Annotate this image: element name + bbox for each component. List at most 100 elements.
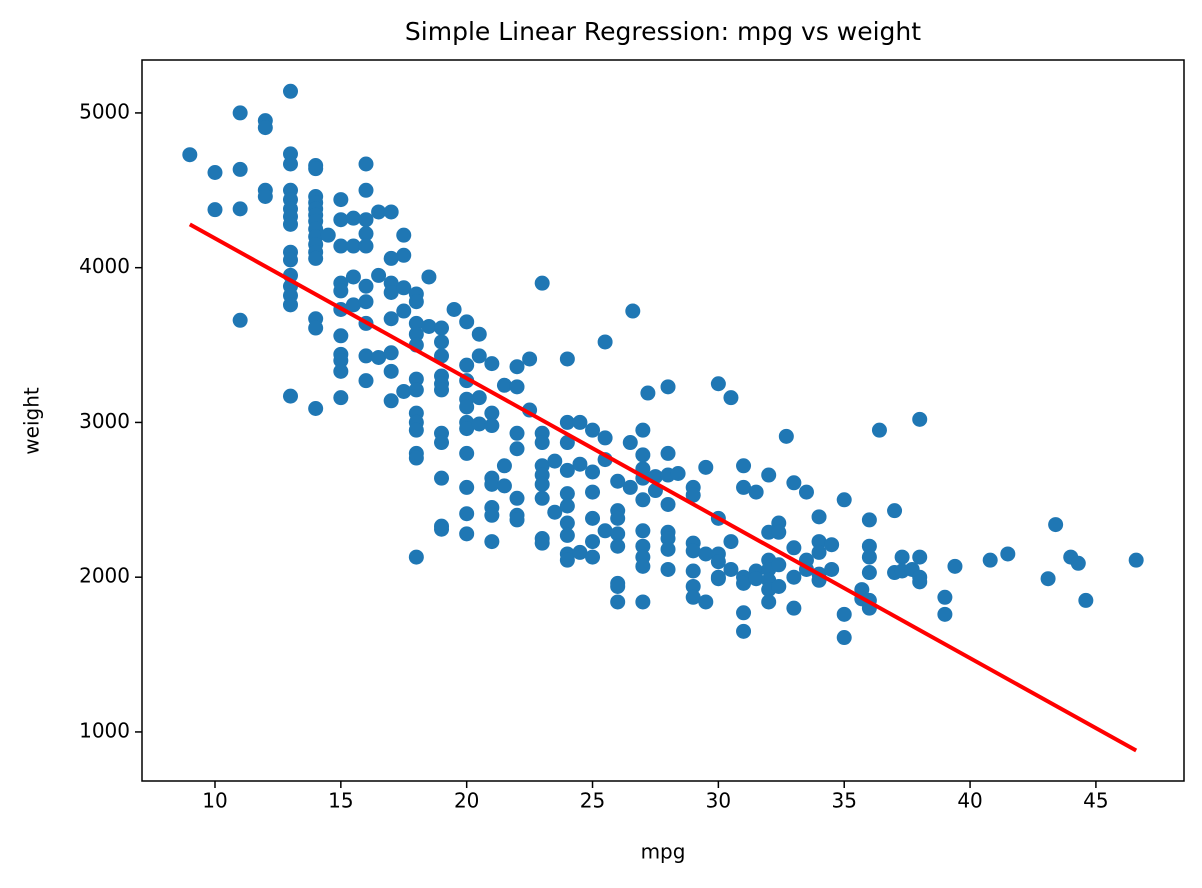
point [660,561,676,577]
point [635,492,651,508]
point [786,600,802,616]
point [408,382,424,398]
point [761,467,777,483]
point [912,411,928,427]
point [572,456,588,472]
point [597,523,613,539]
point [811,544,827,560]
point [358,348,374,364]
point [786,475,802,491]
point [396,303,412,319]
point [257,188,273,204]
point [1048,517,1064,533]
point [771,524,787,540]
point [308,161,324,177]
point [912,574,928,590]
point [585,422,601,438]
plot-frame [141,59,1185,782]
point [358,212,374,228]
point [282,297,298,313]
point [358,278,374,294]
point [698,546,714,562]
x-tick-label: 25 [580,789,605,813]
y-tick-label: 5000 [79,99,130,123]
point [471,348,487,364]
point [408,315,424,331]
point [383,363,399,379]
point [685,487,701,503]
point [308,320,324,336]
point [345,297,361,313]
point [182,147,198,163]
point [572,544,588,560]
point [798,484,814,500]
point [547,453,563,469]
point [912,549,928,565]
point [434,334,450,350]
point [333,283,349,299]
point [333,390,349,406]
point [748,571,764,587]
point [408,422,424,438]
x-axis-label: mpg [641,840,686,864]
point [635,447,651,463]
point [484,476,500,492]
point [434,382,450,398]
point [484,418,500,434]
point [383,345,399,361]
point [509,425,525,441]
point [396,280,412,296]
point [572,414,588,430]
point [778,428,794,444]
point [597,334,613,350]
point [736,575,752,591]
point [861,512,877,528]
point [698,459,714,475]
point [345,269,361,285]
point [771,578,787,594]
point [811,509,827,525]
point [459,314,475,330]
point [824,537,840,553]
point [710,554,726,570]
point [408,294,424,310]
point [640,385,656,401]
point [282,388,298,404]
point [371,267,387,283]
point [484,356,500,372]
point [947,558,963,574]
point [585,510,601,526]
point [534,275,550,291]
point [345,210,361,226]
point [333,363,349,379]
point [685,578,701,594]
point [685,589,701,605]
point [660,496,676,512]
y-tick-label: 4000 [79,254,130,278]
point [660,531,676,547]
x-tick-label: 40 [957,789,982,813]
point [698,594,714,610]
point [723,390,739,406]
point [887,503,903,519]
point [408,549,424,565]
point [408,326,424,342]
point [396,227,412,243]
point [471,416,487,432]
regression-line [188,222,1138,753]
point [660,379,676,395]
point [610,538,626,554]
point [610,578,626,594]
point [308,401,324,417]
point [522,351,538,367]
point [484,534,500,550]
point [534,490,550,506]
point [625,303,641,319]
point [333,353,349,369]
point [559,552,575,568]
point [622,435,638,451]
point [559,435,575,451]
point [358,294,374,310]
point [811,534,827,550]
